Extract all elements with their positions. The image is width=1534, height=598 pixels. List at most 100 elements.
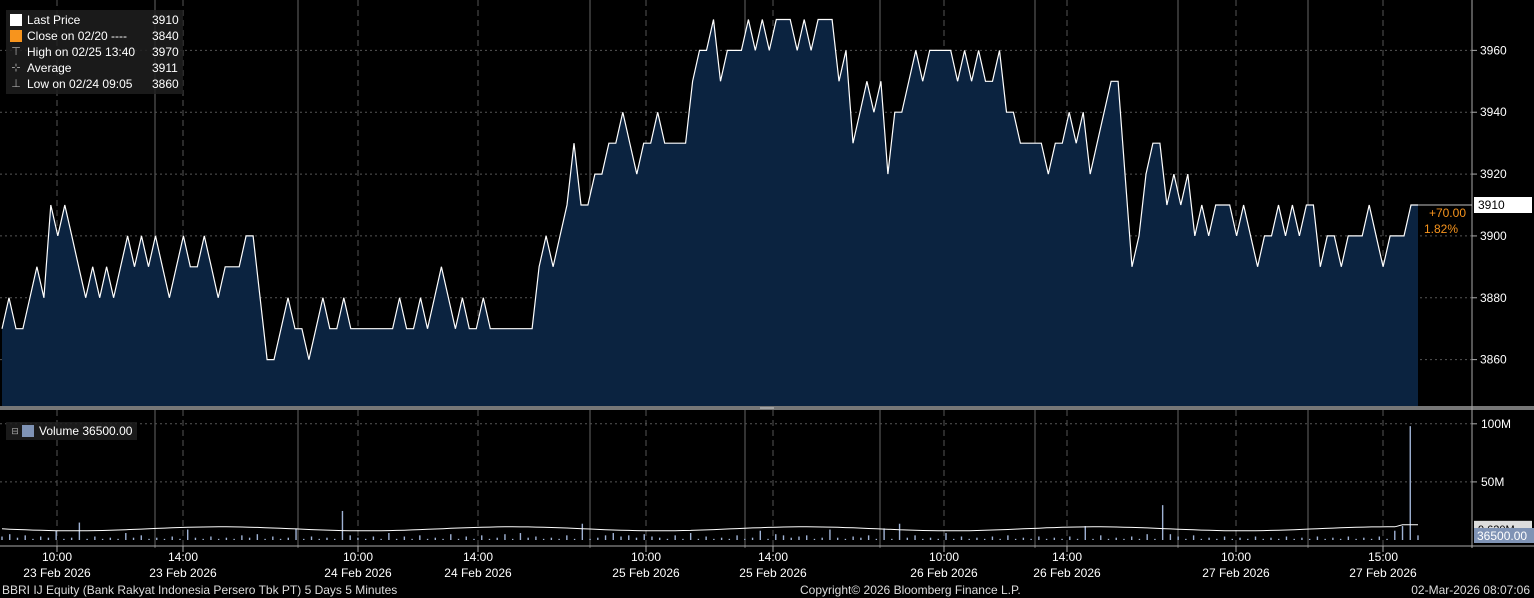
volume-bar [813, 538, 816, 540]
volume-bar [720, 537, 723, 540]
volume-bar [651, 536, 653, 540]
volume-bar [558, 538, 560, 540]
volume-bar [1076, 538, 1079, 540]
x-tick-time: 14:00 [463, 550, 493, 564]
volume-bar [156, 537, 158, 540]
volume-bar [481, 535, 483, 540]
volume-bar [689, 533, 692, 540]
volume-bar [109, 537, 112, 540]
volume-bar [434, 537, 437, 540]
volume-bar [1092, 538, 1094, 540]
volume-bar [1069, 536, 1071, 540]
volume-bars [1, 426, 1419, 540]
volume-bar [782, 535, 785, 540]
volume-bar [666, 538, 669, 540]
volume-bar [844, 538, 847, 540]
footer: BBRI IJ Equity (Bank Rakyat Indonesia Pe… [0, 582, 1534, 598]
legend-row-low[interactable]: ⊥ Low on 02/24 09:05 3860 [11, 77, 179, 91]
volume-bar [1270, 537, 1272, 540]
volume-bar [1138, 538, 1141, 540]
volume-bar [983, 538, 986, 540]
x-tick-date: 24 Feb 2026 [324, 566, 392, 580]
volume-bar [751, 537, 754, 540]
volume-bar [914, 535, 916, 540]
volume-bar [1293, 538, 1295, 540]
volume-bar [86, 538, 88, 540]
volume-average-line [1, 524, 1418, 532]
volume-bar [39, 536, 42, 540]
volume-bar [542, 538, 545, 540]
volume-bar [806, 535, 808, 540]
volume-bar [241, 535, 243, 540]
volume-bar [1301, 537, 1303, 540]
volume-bar [852, 536, 854, 540]
volume-bar [682, 538, 684, 540]
volume-bar [953, 538, 955, 540]
volume-bar [589, 538, 591, 540]
volume-bar [1386, 538, 1388, 540]
axis-badges: 3910+70.001.82%9.620M36500.00 [1418, 197, 1534, 543]
price-area-fill [2, 19, 1418, 406]
volume-bar [1231, 538, 1233, 540]
volume-bar [163, 538, 166, 540]
volume-bar [1347, 536, 1350, 540]
volume-bar [790, 537, 792, 540]
volume-bar [1208, 537, 1210, 540]
volume-bar [922, 538, 924, 540]
volume-bar [860, 537, 862, 540]
volume-bar [1223, 536, 1226, 540]
volume-bar [1084, 526, 1086, 540]
volume-bar [1007, 535, 1009, 540]
x-tick-date: 25 Feb 2026 [739, 566, 807, 580]
x-tick-time: 14:00 [758, 550, 788, 564]
volume-bar [674, 535, 676, 540]
volume-bar [1154, 538, 1156, 540]
volume-bar [217, 538, 220, 540]
collapse-icon[interactable]: ⊟ [11, 426, 19, 436]
white-square-icon [10, 14, 22, 26]
price-tick-label: 3940 [1480, 105, 1507, 119]
change-abs-label: +70.00 [1429, 206, 1466, 220]
volume-bar [202, 538, 204, 540]
volume-tick-label: 100M [1481, 417, 1511, 431]
volume-bar [1401, 526, 1404, 540]
volume-bar [1324, 538, 1326, 540]
legend-row-last-price[interactable]: Last Price 3910 [10, 12, 179, 28]
price-legend: Last Price 3910 Close on 02/20 ---- 3840 ⊤… [6, 10, 183, 94]
x-tick-time: 10:00 [42, 550, 72, 564]
volume-bar [566, 535, 568, 540]
x-axis-tick-labels: 10:00 23 Feb 2026 14:00 23 Feb 2026 10:00 24 … [23, 550, 1417, 580]
volume-bar [1014, 538, 1017, 540]
volume-bar [171, 536, 173, 540]
volume-legend[interactable]: ⊟ Volume 36500.00 [6, 422, 138, 440]
legend-row-close[interactable]: Close on 02/20 ---- 3840 [10, 28, 179, 44]
volume-bar [635, 537, 638, 540]
volume-bar [63, 538, 65, 540]
volume-bar [767, 538, 769, 540]
volume-bar [1254, 536, 1257, 540]
volume-bar [411, 538, 413, 540]
volume-bar [1355, 538, 1357, 540]
volume-bar [426, 538, 429, 540]
average-marker-icon: ⊹ [11, 62, 21, 74]
volume-bar [1308, 538, 1311, 540]
legend-row-high[interactable]: ⊤ High on 02/25 13:40 3970 [11, 45, 179, 59]
volume-bar [1285, 536, 1288, 540]
volume-bar [380, 538, 382, 540]
x-tick-date: 25 Feb 2026 [612, 566, 680, 580]
x-tick-date: 27 Feb 2026 [1349, 566, 1417, 580]
legend-row-average[interactable]: ⊹ Average 3911 [11, 61, 178, 75]
volume-bar [945, 533, 947, 540]
volume-bar [736, 535, 738, 540]
volume-bar [1123, 538, 1125, 540]
volume-bar [1239, 537, 1241, 540]
x-tick-date: 26 Feb 2026 [910, 566, 978, 580]
volume-bar [1146, 534, 1148, 540]
volume-bar [326, 537, 328, 540]
price-tick-label: 3920 [1480, 167, 1507, 181]
volume-bar [334, 538, 336, 540]
volume-bar [891, 538, 893, 540]
volume-bar [179, 538, 181, 540]
price-tick-label: 3900 [1480, 229, 1507, 243]
volume-bar [372, 536, 375, 540]
